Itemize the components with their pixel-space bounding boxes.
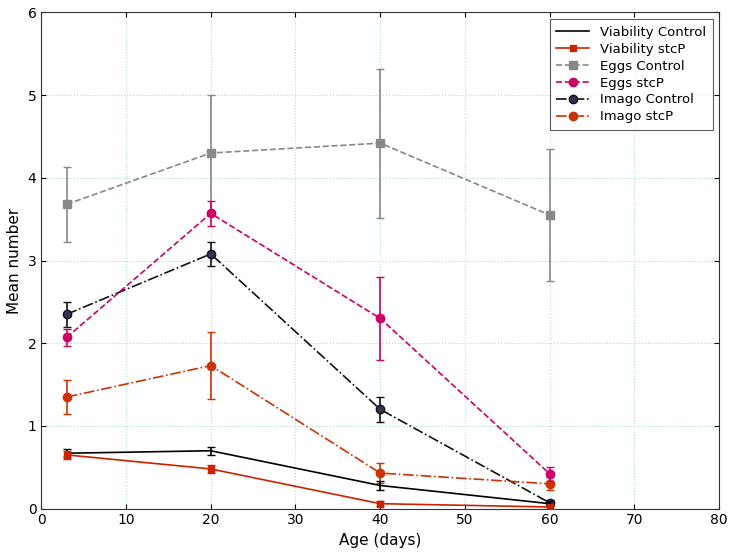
X-axis label: Age (days): Age (days) xyxy=(339,533,421,548)
Y-axis label: Mean number: Mean number xyxy=(7,208,22,314)
Legend: Viability Control, Viability stcP, Eggs Control, Eggs stcP, Imago Control, Imago: Viability Control, Viability stcP, Eggs … xyxy=(550,19,713,130)
